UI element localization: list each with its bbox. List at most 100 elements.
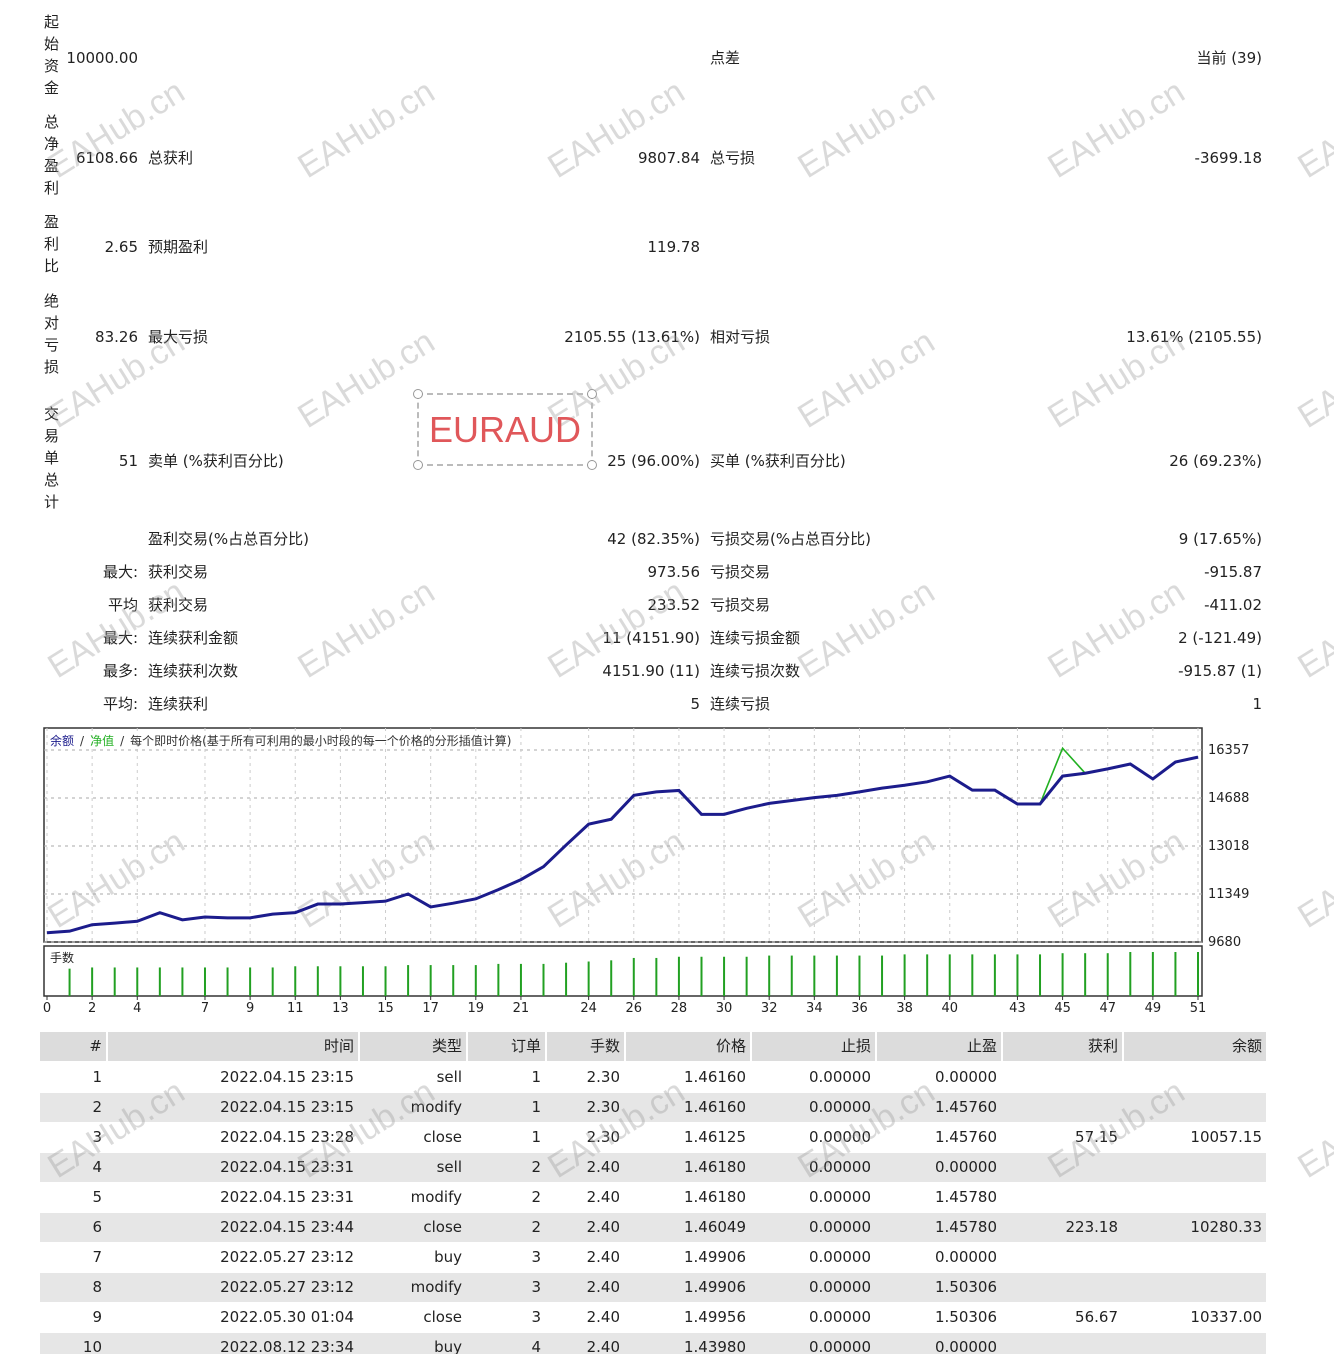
table-cell: 3	[92, 1128, 102, 1146]
label: 总亏损	[710, 149, 756, 167]
row-heading: 起始资金	[42, 14, 60, 102]
value: 2 (-121.49)	[1178, 629, 1262, 647]
legend-entry: 净值	[90, 733, 114, 748]
table-cell: 2	[92, 1098, 102, 1116]
label: 连续亏损次数	[710, 662, 801, 680]
value: 9 (17.65%)	[1178, 530, 1262, 548]
table-cell: 5	[92, 1188, 102, 1206]
table-cell: 1.49906	[683, 1278, 746, 1296]
legend-entry: 每个即时价格(基于所有可利用的最小时段的每一个价格的分形插值计算)	[130, 733, 511, 748]
label: 连续亏损金额	[710, 629, 801, 647]
value: 42 (82.35%)	[607, 530, 700, 548]
table-cell: 2.40	[586, 1248, 620, 1266]
x-tick-label: 0	[43, 1001, 51, 1016]
table-cell: buy	[434, 1248, 462, 1266]
table-header: 手数	[589, 1037, 620, 1055]
x-tick-label: 13	[332, 1001, 349, 1016]
handle	[413, 460, 423, 470]
series-line	[46, 755, 1199, 935]
legend-entry: 余额	[50, 733, 74, 748]
table-cell: 1	[531, 1098, 541, 1116]
x-tick-label: 21	[513, 1001, 530, 1016]
table-cell: 2	[531, 1188, 541, 1206]
label: 亏损交易	[710, 596, 771, 614]
table-cell: 2022.04.15 23:15	[220, 1098, 354, 1116]
table-cell: 2022.04.15 23:28	[220, 1128, 354, 1146]
y-tick-label: 9680	[1208, 935, 1241, 950]
row-stripe	[40, 1213, 1266, 1242]
x-tick-label: 24	[580, 1001, 597, 1016]
volume-label: 手数	[50, 950, 74, 965]
table-cell: 0.00000	[808, 1188, 871, 1206]
table-cell: 1.50306	[934, 1278, 997, 1296]
x-tick-label: 49	[1145, 1001, 1162, 1016]
table-cell: 1.45760	[934, 1128, 997, 1146]
table-cell: 7	[92, 1248, 102, 1266]
watermark: EAHub.cn	[1291, 1072, 1334, 1186]
header-cell-bg	[40, 1032, 106, 1061]
value: 最大:	[102, 629, 138, 647]
value: -915.87	[1204, 563, 1262, 581]
x-tick-label: 47	[1099, 1001, 1116, 1016]
label: 获利交易	[148, 563, 209, 581]
x-tick-label: 26	[626, 1001, 643, 1016]
label: 卖单 (%获利百分比)	[148, 452, 284, 470]
table-cell: close	[423, 1218, 462, 1236]
header-cell-bg	[877, 1032, 1001, 1061]
value: -411.02	[1204, 596, 1262, 614]
label: 连续获利次数	[148, 662, 239, 680]
table-cell: 2022.04.15 23:31	[220, 1158, 354, 1176]
value: 26 (69.23%)	[1169, 452, 1262, 470]
value: 6108.66	[75, 149, 138, 167]
table-cell: 1.45780	[934, 1188, 997, 1206]
table-cell: close	[423, 1308, 462, 1326]
table-cell: 1.49956	[683, 1308, 746, 1326]
table-cell: 0.00000	[808, 1308, 871, 1326]
value: 119.78	[647, 238, 701, 256]
series-line	[46, 746, 1199, 934]
table-cell: 0.00000	[808, 1338, 871, 1354]
row-stripe	[40, 1273, 1266, 1302]
label: 点差	[710, 49, 741, 67]
value: -3699.18	[1194, 149, 1262, 167]
table-cell: 0.00000	[808, 1068, 871, 1086]
header-cell-bg	[626, 1032, 750, 1061]
value: 9807.84	[637, 149, 700, 167]
table-cell: buy	[434, 1338, 462, 1354]
table-cell: 3	[531, 1248, 541, 1266]
row-heading: 盈利比	[42, 214, 60, 280]
value: 13.61% (2105.55)	[1126, 328, 1262, 346]
label: 买单 (%获利百分比)	[710, 452, 846, 470]
symbol-text: EURAUD	[428, 409, 581, 450]
table-cell: sell	[436, 1158, 462, 1176]
table-cell: 1.49906	[683, 1248, 746, 1266]
handle	[413, 389, 423, 399]
table-cell: 1	[531, 1068, 541, 1086]
table-cell: 2.40	[586, 1158, 620, 1176]
header-cell-bg	[1124, 1032, 1266, 1061]
table-header: 止盈	[966, 1037, 997, 1055]
value: 当前 (39)	[1196, 49, 1262, 67]
x-tick-label: 9	[246, 1001, 254, 1016]
y-tick-label: 11349	[1208, 887, 1249, 902]
table-cell: 1.46180	[683, 1188, 746, 1206]
x-tick-label: 36	[851, 1001, 868, 1016]
value: 11 (4151.90)	[602, 629, 700, 647]
row-heading: 交易单总计	[42, 406, 60, 516]
handle	[587, 389, 597, 399]
table-cell: 1.50306	[934, 1308, 997, 1326]
table-cell: 2.40	[586, 1278, 620, 1296]
table-cell: 2	[531, 1158, 541, 1176]
x-tick-label: 28	[671, 1001, 688, 1016]
table-cell: 1.45780	[934, 1218, 997, 1236]
value: 83.26	[95, 328, 138, 346]
table-cell: 223.18	[1065, 1218, 1119, 1236]
y-tick-label: 13018	[1208, 839, 1249, 854]
value: 平均	[107, 596, 138, 614]
value: 2.65	[104, 238, 138, 256]
table-cell: 0.00000	[808, 1128, 871, 1146]
label: 相对亏损	[710, 328, 771, 346]
plot-frame	[43, 727, 1203, 943]
